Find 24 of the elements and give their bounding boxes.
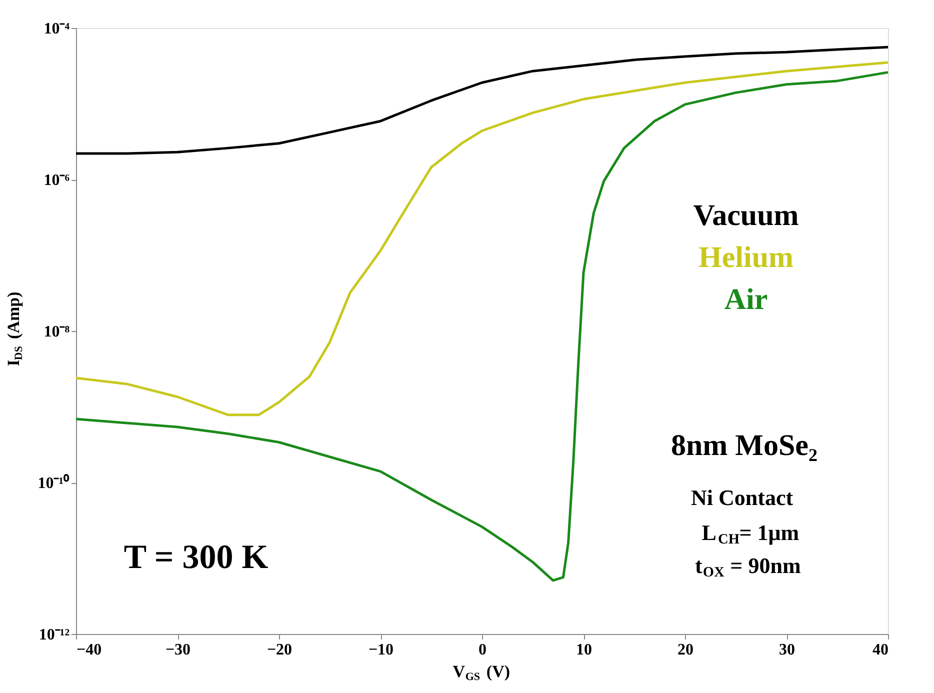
y-tick-label: 10⁻⁶ xyxy=(44,172,70,189)
line-series xyxy=(74,46,890,155)
annotation: 8nm MoSe₂ xyxy=(671,429,818,462)
y-tick-label: 10⁻¹² xyxy=(38,626,70,644)
x-tick-label: −20 xyxy=(266,642,292,658)
text: Vacuum xyxy=(693,199,799,232)
y-tick-label: 10⁻¹⁰ xyxy=(38,474,70,492)
y-axis-title: IDS (Amp) xyxy=(4,292,26,366)
annotation: T = 300 K xyxy=(124,539,269,576)
x-tick-label: 0 xyxy=(478,642,486,658)
x-tick-label: −40 xyxy=(76,642,102,658)
x-tick-label: 40 xyxy=(872,642,888,658)
text: Air xyxy=(724,283,768,316)
y-tick-label: 10⁻⁸ xyxy=(44,324,70,340)
text: Helium xyxy=(698,241,794,274)
line-series xyxy=(74,71,890,582)
line-series xyxy=(74,61,890,416)
x-tick-label: 30 xyxy=(779,642,795,658)
y-tick-label: 10⁻⁴ xyxy=(44,20,70,38)
annotation: Ni Contact xyxy=(691,485,794,510)
x-tick-label: −30 xyxy=(165,642,191,658)
x-tick-label: 20 xyxy=(678,642,694,658)
x-tick-label: −10 xyxy=(368,642,394,658)
x-tick-label: 10 xyxy=(576,642,592,658)
